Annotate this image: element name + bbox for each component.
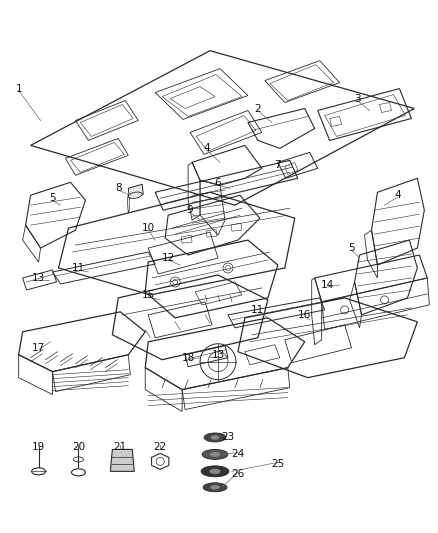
Text: 11: 11 [251, 305, 265, 315]
Text: 11: 11 [72, 263, 85, 273]
Text: 19: 19 [32, 442, 45, 453]
Text: 12: 12 [162, 253, 175, 263]
Polygon shape [128, 184, 143, 198]
Text: 25: 25 [271, 459, 284, 470]
Ellipse shape [209, 469, 221, 474]
Text: 20: 20 [72, 442, 85, 453]
Text: 1: 1 [15, 84, 22, 94]
Text: 23: 23 [221, 432, 235, 442]
Ellipse shape [128, 192, 142, 198]
Text: 24: 24 [231, 449, 244, 459]
Text: 8: 8 [115, 183, 122, 193]
Text: 13: 13 [32, 273, 45, 283]
Ellipse shape [202, 449, 228, 459]
Polygon shape [110, 449, 134, 471]
Text: 18: 18 [181, 353, 195, 363]
Text: 26: 26 [231, 470, 244, 479]
Ellipse shape [211, 435, 219, 440]
Text: 4: 4 [204, 143, 210, 154]
Ellipse shape [201, 466, 229, 477]
Text: 16: 16 [298, 310, 311, 320]
Text: 22: 22 [154, 442, 167, 453]
Text: 2: 2 [254, 103, 261, 114]
Text: 14: 14 [321, 280, 334, 290]
Ellipse shape [210, 485, 220, 489]
Text: 13: 13 [212, 350, 225, 360]
Text: 3: 3 [354, 93, 361, 103]
Text: 21: 21 [114, 442, 127, 453]
Ellipse shape [204, 433, 226, 442]
Text: 7: 7 [275, 160, 281, 171]
Text: 9: 9 [187, 205, 194, 215]
Ellipse shape [210, 452, 220, 457]
Text: 10: 10 [141, 223, 155, 233]
Ellipse shape [203, 483, 227, 492]
Text: 17: 17 [32, 343, 45, 353]
Text: 5: 5 [49, 193, 56, 203]
Text: 4: 4 [394, 190, 401, 200]
Text: 15: 15 [141, 290, 155, 300]
Text: 5: 5 [348, 243, 355, 253]
Text: 6: 6 [215, 178, 221, 188]
